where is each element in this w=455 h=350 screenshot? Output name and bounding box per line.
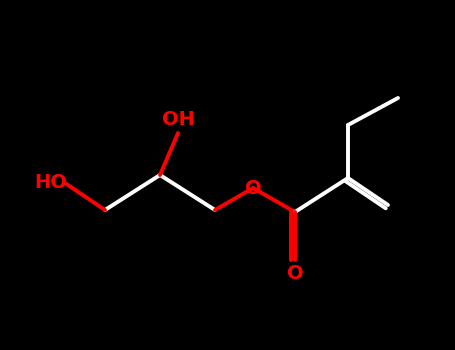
Text: O: O [287, 264, 303, 283]
Text: OH: OH [162, 110, 194, 129]
Text: HO: HO [34, 174, 67, 192]
Text: O: O [245, 178, 261, 197]
